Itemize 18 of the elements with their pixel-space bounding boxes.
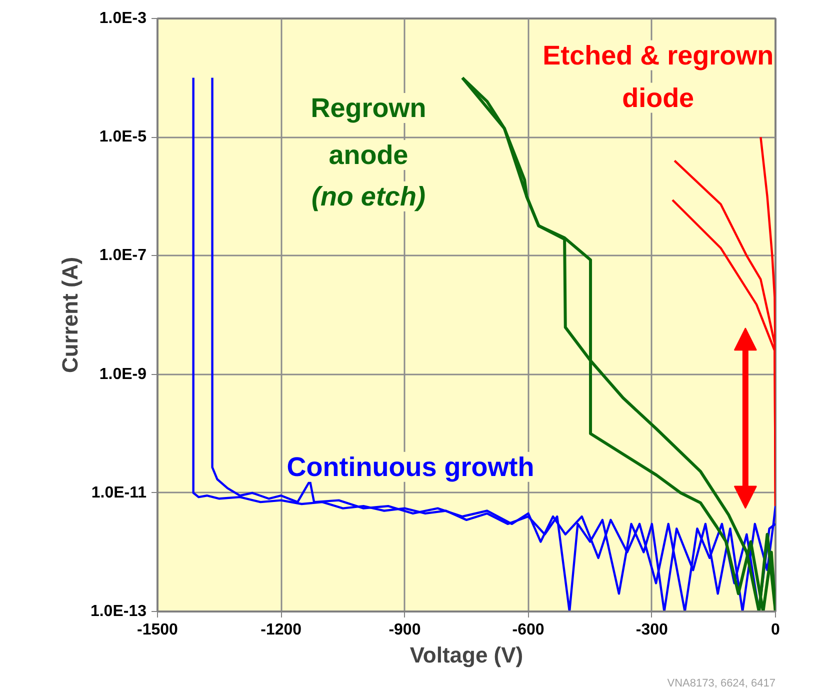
y-tick-label: 1.0E-9: [99, 366, 147, 383]
series-label: Etched & regrown diode: [542, 40, 774, 113]
x-tick-label: -1200: [260, 622, 302, 638]
series-label: Continuous growth: [286, 452, 534, 482]
x-tick-label: -900: [388, 622, 421, 638]
y-tick-label: 1.0E-5: [99, 128, 147, 146]
y-tick-label: 1.0E-3: [99, 10, 147, 27]
x-tick-label: 0: [771, 622, 780, 638]
text: VNA8173, 6624, 6417: [667, 678, 776, 690]
y-tick-label: 1.0E-11: [91, 484, 147, 502]
x-tick-label: -600: [512, 622, 544, 638]
x-tick-label: -1500: [137, 622, 178, 638]
x-axis-title: Voltage (V): [410, 642, 524, 668]
series-label: Regrown anode (no etch): [310, 92, 426, 212]
x-tick-label: -300: [636, 622, 668, 638]
y-axis-title: Current (A): [57, 256, 82, 374]
y-tick-label: 1.0E-7: [99, 247, 147, 264]
y-tick-label: 1.0E-13: [90, 603, 147, 620]
